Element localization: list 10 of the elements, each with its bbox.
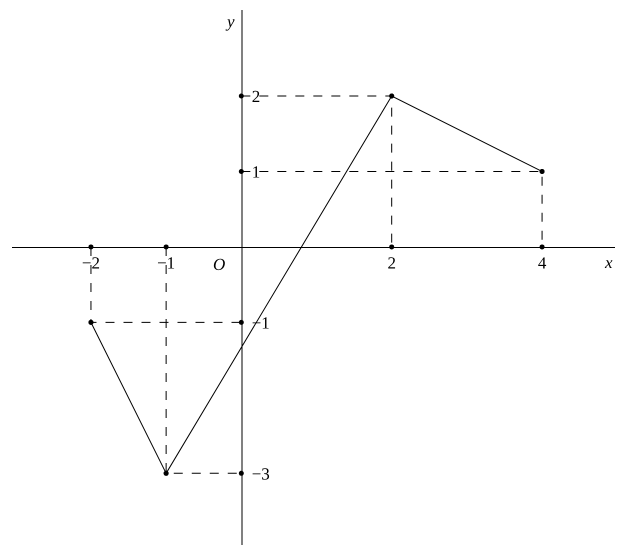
x-tick-label: −1 xyxy=(157,253,176,272)
y-tick-label: −3 xyxy=(252,464,270,484)
x-tick-label: 4 xyxy=(538,253,547,272)
y-axis-title: y xyxy=(225,12,235,31)
x-tick-label: −2 xyxy=(82,253,100,272)
x-axis-title: x xyxy=(604,253,613,272)
annotation: O xyxy=(213,255,226,274)
x-tick-label: 2 xyxy=(387,253,396,272)
y-tick-label: 2 xyxy=(252,86,260,106)
y-tick-label: 1 xyxy=(252,162,260,182)
